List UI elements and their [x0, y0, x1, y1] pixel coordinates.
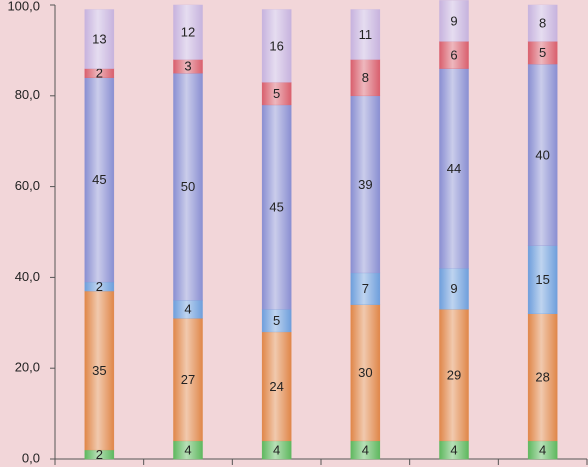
- bar-shine: [528, 5, 558, 42]
- data-label: 27: [181, 372, 195, 387]
- bar-shine: [262, 82, 292, 105]
- data-label: 9: [450, 281, 457, 296]
- data-label: 8: [539, 16, 546, 31]
- bar-shine: [173, 5, 203, 60]
- data-label: 50: [181, 179, 195, 194]
- bar-shine: [262, 331, 292, 441]
- data-label: 13: [92, 31, 106, 46]
- data-label: 2: [96, 279, 103, 294]
- data-label: 29: [447, 367, 461, 382]
- bar-shine: [84, 449, 114, 459]
- data-label: 4: [539, 442, 546, 457]
- bar-shine: [528, 440, 558, 459]
- bar-shine: [350, 59, 380, 96]
- data-label: 15: [535, 272, 549, 287]
- y-tick-label: 0,0: [22, 450, 40, 465]
- data-label: 5: [273, 313, 280, 328]
- bar-shine: [84, 9, 114, 69]
- bar-shine: [262, 104, 292, 310]
- data-label: 45: [92, 172, 106, 187]
- y-tick-label: 20,0: [15, 360, 40, 375]
- data-label: 6: [450, 47, 457, 62]
- bar-shine: [84, 77, 114, 282]
- bar-shine: [84, 281, 114, 292]
- data-label: 30: [358, 365, 372, 380]
- data-label: 40: [535, 147, 549, 162]
- y-tick-label: 100,0: [7, 0, 40, 13]
- data-label: 5: [273, 86, 280, 101]
- data-label: 9: [450, 13, 457, 28]
- bar-shine: [528, 245, 558, 314]
- bar-shine: [173, 440, 203, 459]
- bar-shine: [350, 272, 380, 305]
- bar-shine: [439, 41, 469, 69]
- bar-shine: [350, 440, 380, 459]
- data-label: 8: [362, 70, 369, 85]
- data-label: 5: [539, 45, 546, 60]
- bar-shine: [84, 68, 114, 78]
- data-label: 24: [269, 379, 283, 394]
- y-tick-label: 60,0: [15, 178, 40, 193]
- data-label: 44: [447, 161, 461, 176]
- data-label: 35: [92, 363, 106, 378]
- bar-shine: [350, 304, 380, 441]
- bar-shine: [439, 0, 469, 42]
- bar-shine: [173, 318, 203, 441]
- bar-shine: [439, 268, 469, 310]
- data-label: 4: [184, 302, 191, 317]
- y-tick-label: 40,0: [15, 269, 40, 284]
- data-label: 7: [362, 281, 369, 296]
- bar-shine: [262, 309, 292, 332]
- data-label: 4: [273, 442, 280, 457]
- y-tick-label: 80,0: [15, 87, 40, 102]
- bar-shine: [350, 95, 380, 273]
- data-label: 45: [269, 199, 283, 214]
- data-label: 12: [181, 25, 195, 40]
- data-label: 2: [96, 66, 103, 81]
- bar-shine: [173, 59, 203, 74]
- data-label: 4: [362, 442, 369, 457]
- bar-shine: [173, 73, 203, 301]
- data-label: 16: [269, 38, 283, 53]
- data-label: 2: [96, 447, 103, 462]
- bar-shine: [528, 41, 558, 65]
- bar-shine: [350, 9, 380, 60]
- data-label: 28: [535, 370, 549, 385]
- bar-shine: [262, 440, 292, 459]
- data-label: 3: [184, 59, 191, 74]
- data-label: 11: [359, 27, 373, 42]
- bar-shine: [439, 68, 469, 269]
- data-label: 39: [358, 177, 372, 192]
- bar-shine: [439, 309, 469, 441]
- bar-shine: [439, 440, 469, 459]
- data-label: 4: [184, 442, 191, 457]
- data-label: 4: [450, 442, 457, 457]
- bar-shine: [528, 313, 558, 441]
- bar-shine: [528, 64, 558, 246]
- bar-shine: [262, 9, 292, 83]
- bar-shine: [84, 291, 114, 450]
- bar-shine: [173, 300, 203, 319]
